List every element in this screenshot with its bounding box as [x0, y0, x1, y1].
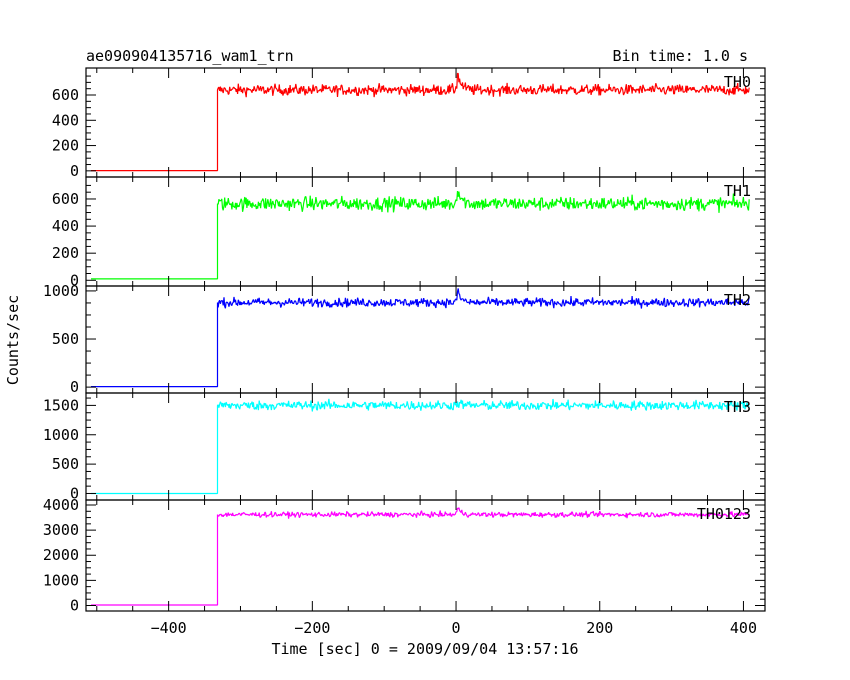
panel-frame	[85, 176, 766, 287]
series-line-th3	[91, 398, 750, 495]
x-tick-label: 0	[452, 619, 461, 637]
y-axis-label: Counts/sec	[4, 295, 22, 385]
panel-label-th0123: TH0123	[697, 505, 751, 523]
panel-th0123: 0 1000 2000 3000 4000 TH0123	[43, 496, 766, 614]
panel-th0: 0 200 400 600 TH0	[52, 67, 766, 180]
panels: 0 200 400 600 TH0 0 200 400 600 TH1 0 500 1000 TH2 0 50…	[43, 67, 766, 614]
panel-frame	[85, 67, 766, 178]
y-tick-label: 400	[52, 111, 79, 129]
x-tick-label: 400	[730, 619, 757, 637]
y-tick-label: 1000	[43, 426, 79, 444]
panel-label-th2: TH2	[724, 291, 751, 309]
y-tick-label: 0	[70, 271, 79, 289]
x-tick-label: −400	[151, 619, 187, 637]
panel-label-th1: TH1	[724, 182, 751, 200]
y-tick-label: 0	[70, 596, 79, 614]
y-tick-label: 1000	[43, 282, 79, 300]
y-tick-label: 400	[52, 217, 79, 235]
panel-frame	[85, 499, 766, 612]
x-axis-label: Time [sec] 0 = 2009/09/04 13:57:16	[271, 640, 578, 658]
y-tick-label: 0	[70, 484, 79, 502]
y-tick-label: 600	[52, 86, 79, 104]
panel-frame	[85, 392, 766, 501]
x-axis: −400 −200 0 200 400	[151, 619, 757, 637]
y-tick-label: 200	[52, 137, 79, 155]
series-line-th2	[91, 288, 750, 388]
panel-th3: 0 500 1000 1500 TH3	[43, 392, 766, 502]
y-tick-label: 0	[70, 162, 79, 180]
panel-label-th3: TH3	[724, 398, 751, 416]
panel-th2: 0 500 1000 TH2	[43, 282, 766, 396]
y-tick-label: 1500	[43, 396, 79, 414]
y-tick-label: 3000	[43, 521, 79, 539]
series-line-th0123	[91, 507, 750, 606]
y-tick-label: 500	[52, 455, 79, 473]
panel-th1: 0 200 400 600 TH1	[52, 176, 766, 289]
x-tick-label: 200	[586, 619, 613, 637]
y-tick-label: 500	[52, 330, 79, 348]
series-line-th0	[91, 72, 750, 172]
bin-time-label: Bin time: 1.0 s	[613, 47, 748, 65]
panel-label-th0: TH0	[724, 73, 751, 91]
chart-title: ae090904135716_wam1_trn	[86, 47, 294, 65]
series-line-th1	[91, 191, 750, 280]
x-tick-label: −200	[294, 619, 330, 637]
y-tick-label: 2000	[43, 546, 79, 564]
y-tick-label: 4000	[43, 496, 79, 514]
y-tick-label: 0	[70, 378, 79, 396]
y-tick-label: 1000	[43, 571, 79, 589]
y-tick-label: 600	[52, 190, 79, 208]
y-tick-label: 200	[52, 244, 79, 262]
